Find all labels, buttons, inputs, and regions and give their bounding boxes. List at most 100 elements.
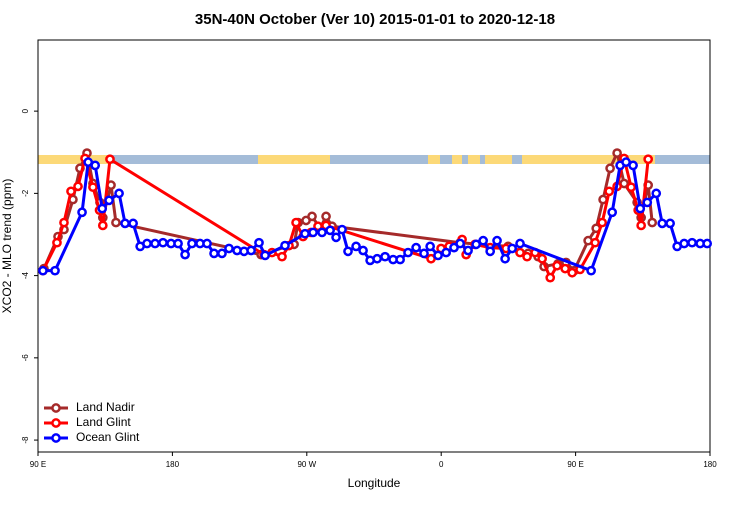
data-point: [545, 272, 556, 283]
y-tick-label: 0: [21, 108, 30, 113]
data-point: [300, 228, 310, 239]
data-point: [665, 218, 675, 229]
data-point: [307, 211, 317, 222]
data-point: [597, 217, 608, 228]
data-point: [425, 241, 435, 252]
data-point: [308, 227, 318, 238]
data-point: [88, 182, 98, 193]
data-point: [343, 246, 353, 257]
x-tick-label: 180: [703, 460, 717, 469]
data-point: [395, 254, 405, 265]
data-point: [605, 163, 615, 174]
x-tick-label: 90 W: [297, 460, 316, 469]
data-point: [403, 247, 413, 258]
data-point: [626, 182, 637, 193]
data-point: [537, 253, 547, 264]
data-point: [260, 250, 270, 261]
data-point: [38, 265, 48, 276]
x-tick-label: 0: [439, 460, 444, 469]
data-point: [180, 249, 190, 260]
data-point: [120, 218, 130, 229]
y-tick-label: -2: [21, 189, 30, 197]
data-point: [492, 235, 502, 246]
data-point: [150, 238, 160, 249]
land-band: [522, 155, 655, 164]
data-point: [173, 238, 183, 249]
x-axis-label: Longitude: [348, 476, 401, 490]
chart-title: 35N-40N October (Ver 10) 2015-01-01 to 2…: [195, 11, 555, 28]
data-point: [50, 265, 60, 276]
data-point: [651, 188, 662, 199]
data-point: [187, 238, 197, 249]
data-point: [628, 160, 638, 171]
data-point: [612, 148, 622, 158]
x-tick-label: 90 E: [567, 460, 583, 469]
data-point: [515, 247, 525, 258]
data-point: [291, 217, 301, 228]
data-point: [604, 186, 615, 197]
data-point: [515, 238, 525, 249]
data-point: [552, 260, 562, 271]
data-point: [52, 237, 62, 248]
land-band: [485, 155, 512, 164]
y-axis-label: XCO2 - MLO trend (ppm): [0, 179, 14, 314]
data-point: [158, 237, 168, 248]
surface-band: [38, 155, 710, 164]
data-point: [590, 237, 601, 248]
data-point: [657, 218, 668, 229]
data-point: [90, 160, 101, 171]
legend-marker: [51, 433, 61, 443]
legend-label: Land Nadir: [76, 400, 135, 414]
y-tick-label: -4: [21, 272, 30, 280]
data-point: [128, 218, 138, 229]
y-tick-label: -6: [21, 354, 30, 362]
data-point: [642, 197, 653, 208]
data-point: [411, 242, 421, 253]
data-point: [224, 243, 234, 254]
ocean-band: [38, 155, 710, 164]
data-point: [66, 186, 76, 197]
data-point: [280, 240, 290, 251]
data-point: [636, 220, 647, 231]
legend-marker: [51, 403, 61, 413]
data-point: [500, 253, 510, 264]
data-point: [687, 237, 697, 248]
data-point: [635, 203, 646, 214]
data-point: [59, 217, 69, 228]
data-point: [77, 207, 87, 218]
data-point: [246, 245, 256, 256]
data-point: [104, 195, 114, 206]
legend-label: Ocean Glint: [76, 430, 140, 444]
data-point: [325, 225, 335, 236]
data-point: [419, 248, 429, 259]
x-tick-label: 90 E: [30, 460, 46, 469]
data-point: [111, 217, 121, 228]
data-point: [441, 247, 451, 258]
data-point: [586, 265, 596, 276]
data-point: [73, 181, 83, 192]
legend-marker: [51, 418, 61, 428]
data-point: [455, 238, 466, 249]
data-point: [485, 246, 496, 257]
data-point: [317, 227, 327, 238]
data-point: [337, 224, 347, 235]
data-point: [471, 239, 481, 250]
data-point: [358, 245, 368, 256]
land-band: [258, 155, 330, 164]
data-point: [433, 250, 443, 261]
data-point: [607, 207, 618, 218]
data-point: [679, 238, 690, 249]
data-point: [331, 232, 341, 243]
data-point: [105, 154, 115, 165]
data-point: [643, 154, 654, 165]
data-point: [478, 235, 489, 246]
land-band: [468, 155, 480, 164]
data-point: [114, 188, 124, 199]
y-tick-label: -8: [21, 436, 30, 444]
data-point: [97, 203, 108, 214]
land-band: [38, 155, 112, 164]
data-point: [202, 238, 212, 249]
legend-label: Land Glint: [76, 415, 131, 429]
